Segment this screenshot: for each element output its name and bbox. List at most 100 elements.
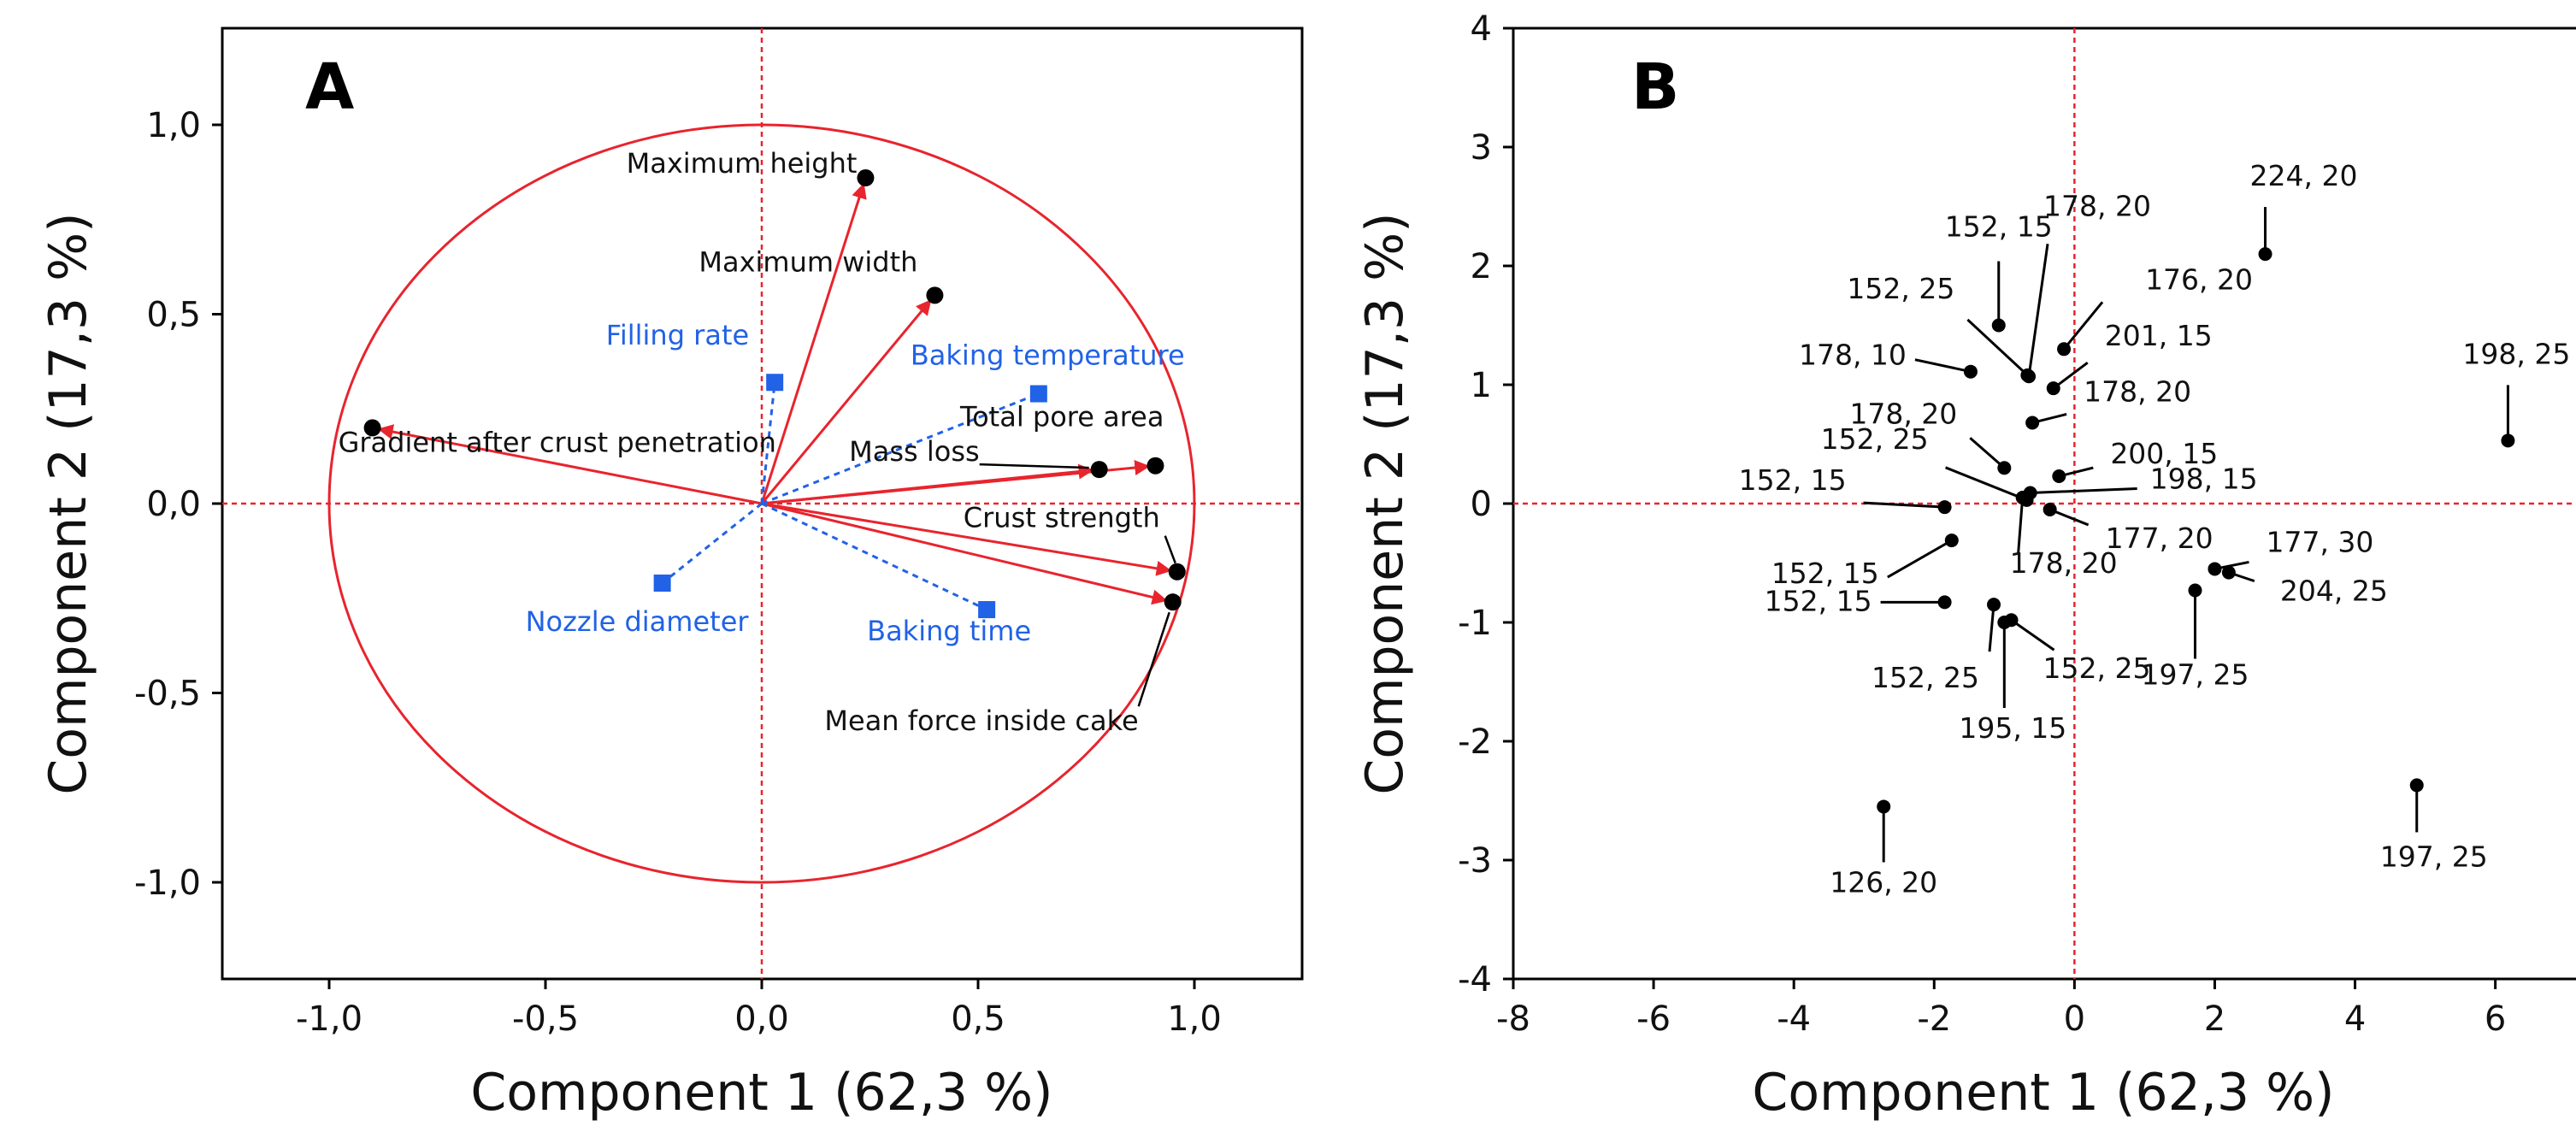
- label-leader: [2027, 244, 2049, 377]
- label-leader: [1966, 318, 2029, 376]
- score-point: [2208, 562, 2222, 576]
- point-label: 177, 20: [2106, 522, 2213, 555]
- loading-point: [363, 419, 381, 437]
- score-point: [1991, 318, 2006, 333]
- y-tick-label: -3: [1458, 841, 1492, 881]
- x-tick-label: 0,5: [951, 999, 1005, 1039]
- panel-b-x-axis-title: Component 1 (62,3 %): [1752, 1063, 2334, 1123]
- score-point: [1877, 799, 1891, 814]
- supplementary-vector: [661, 502, 763, 585]
- panel-b-y-axis-title: Component 2 (17,3 %): [1355, 212, 1415, 794]
- x-tick-label: 4: [2344, 999, 2366, 1039]
- score-point: [2409, 778, 2424, 793]
- panel-a-x-axis-title: Component 1 (62,3 %): [470, 1063, 1052, 1123]
- unit-circle: [327, 123, 1196, 884]
- variable-label: Maximum width: [699, 245, 917, 278]
- supplementary-marker: [978, 601, 996, 619]
- score-point: [2057, 342, 2072, 357]
- panel-a-y-ticks: 1,0 0,5 0,0 -0,5 -1,0: [134, 106, 222, 903]
- point-label: 152, 25: [1872, 661, 1979, 694]
- score-point: [1997, 461, 2012, 475]
- x-tick-label: 2: [2204, 999, 2225, 1039]
- panel-b-y-ticks: 4 3 2 1 0 -1 -2 -3 -4: [1458, 9, 1513, 999]
- label-leader: [1969, 437, 2006, 469]
- score-point: [2025, 416, 2040, 430]
- point-label: 176, 20: [2145, 262, 2253, 296]
- score-point: [2052, 469, 2066, 484]
- label-leader: [1863, 501, 1945, 509]
- supplementary-vector: [760, 382, 776, 504]
- score-point: [1987, 598, 2001, 612]
- score-point: [2043, 502, 2057, 516]
- point-label: 195, 15: [1959, 711, 2066, 745]
- y-tick-label: 2: [1471, 247, 1492, 286]
- panel-a-y-axis-title: Component 2 (17,3 %): [38, 212, 98, 794]
- label-leader: [2049, 508, 2090, 527]
- point-label: 201, 15: [2105, 319, 2213, 352]
- point-label: 126, 20: [1830, 865, 1937, 899]
- point-label: 198, 25: [2462, 337, 2570, 370]
- loading-arrow: [761, 502, 1172, 576]
- label-leader: [2010, 618, 2055, 651]
- point-label: 152, 25: [1847, 272, 1954, 305]
- score-point: [2501, 433, 2515, 448]
- supplementary-marker: [1029, 385, 1047, 403]
- panel-b-letter: B: [1631, 50, 1679, 124]
- point-label: 178, 20: [2010, 546, 2118, 580]
- variable-label: Maximum height: [627, 147, 858, 180]
- score-point: [2004, 613, 2019, 628]
- y-tick-label: 0,0: [146, 485, 201, 524]
- y-tick-label: -1,0: [134, 864, 201, 903]
- score-point: [1937, 595, 1952, 610]
- x-tick-label: 0,0: [734, 999, 789, 1039]
- panel-b-x-ticks: -8 -6 -4 -2 0 2 4 6: [1496, 979, 2506, 1039]
- supplementary-marker: [766, 374, 784, 392]
- panel-a-variable-labels: Maximum height Maximum width Gradient afte…: [339, 147, 1176, 737]
- label-leader: [979, 463, 1089, 469]
- point-label: 152, 15: [1765, 584, 1872, 617]
- panel-a-correlation-circle: [327, 123, 1196, 884]
- point-label: 178, 20: [1849, 397, 1957, 430]
- label-leader: [2030, 486, 2137, 494]
- variable-label: Total pore area: [959, 401, 1164, 433]
- supplementary-label: Nozzle diameter: [526, 605, 750, 638]
- supplementary-label: Baking time: [867, 615, 1031, 647]
- point-label: 178, 10: [1799, 339, 1907, 372]
- loading-point: [857, 169, 875, 187]
- x-tick-label: -0,5: [512, 999, 579, 1039]
- x-tick-label: -6: [1636, 999, 1671, 1039]
- point-label: 152, 25: [1821, 422, 1929, 456]
- score-point: [1963, 364, 1978, 379]
- supplementary-vector: [761, 502, 987, 611]
- score-point: [2188, 583, 2202, 598]
- x-tick-label: -4: [1777, 999, 1811, 1039]
- x-tick-label: 0: [2064, 999, 2085, 1039]
- variable-label: Gradient after crust penetration: [339, 426, 776, 458]
- variable-label: Mean force inside cake: [824, 704, 1138, 737]
- loading-arrow: [761, 463, 1094, 505]
- point-label: 224, 20: [2250, 159, 2358, 192]
- score-point: [2046, 381, 2060, 396]
- point-label: 178, 20: [2084, 374, 2191, 408]
- point-label: 204, 25: [2280, 575, 2388, 608]
- x-tick-label: -1,0: [296, 999, 363, 1039]
- y-tick-label: -1: [1458, 604, 1492, 643]
- label-leader: [1137, 611, 1170, 707]
- score-point: [1944, 534, 1959, 548]
- panel-a-x-ticks: -1,0 -0,5 0,0 0,5 1,0: [296, 979, 1222, 1039]
- panel-b-score-points: 224, 20 198, 25 152, 15 178, 20 176, 20 152, …: [1739, 159, 2571, 899]
- loading-point: [926, 286, 944, 304]
- panel-b-reference-lines: [1513, 28, 2576, 979]
- y-tick-label: -4: [1458, 960, 1492, 999]
- loading-arrow: [377, 424, 763, 505]
- point-label: 197, 25: [2142, 657, 2249, 691]
- score-point: [2015, 491, 2030, 505]
- supplementary-label: Baking temperature: [911, 339, 1185, 372]
- loading-point: [1090, 461, 1108, 479]
- loading-arrow: [760, 299, 932, 504]
- score-point: [2020, 368, 2035, 382]
- point-label: 177, 30: [2266, 525, 2373, 558]
- y-tick-label: 1: [1471, 366, 1492, 405]
- loading-point: [1164, 593, 1182, 611]
- point-label: 152, 15: [1945, 210, 2053, 244]
